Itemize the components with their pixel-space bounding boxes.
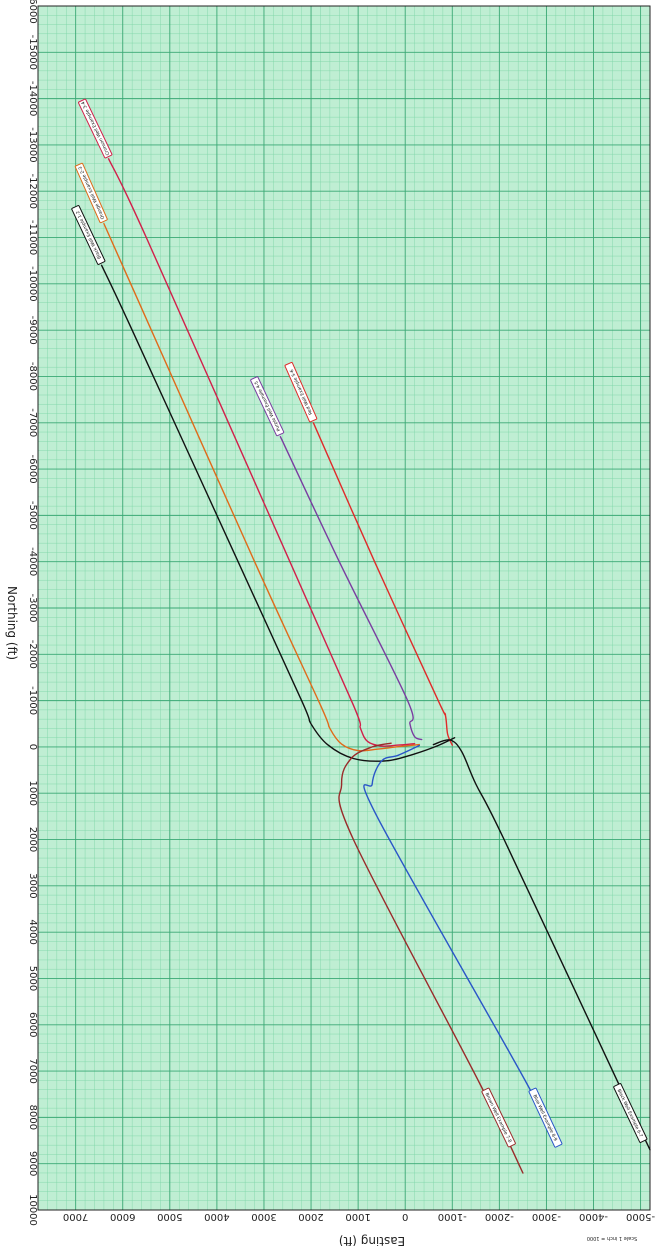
plot-frame xyxy=(37,5,651,1211)
y-tick-label: -9000 xyxy=(27,316,38,345)
y-tick-label: -14000 xyxy=(27,81,38,116)
well-path-black-south xyxy=(432,739,651,1151)
scale-note: Scale 1 inch = 1000 xyxy=(587,1235,637,1241)
well-tag-box xyxy=(74,162,108,224)
y-tick-label: -1000 xyxy=(27,686,38,715)
y-tick-label: 9000 xyxy=(27,1151,38,1176)
y-tick-label: 5000 xyxy=(27,966,38,991)
well-path-brown-south xyxy=(338,742,524,1174)
x-axis-label: Easting (ft) xyxy=(339,1234,405,1246)
y-tick-label: -6000 xyxy=(27,455,38,484)
well-tag-box xyxy=(284,361,318,423)
y-axis-label: Northing (ft) xyxy=(5,586,19,660)
y-tick-label: -5000 xyxy=(27,501,38,530)
y-tick-label: -16000 xyxy=(27,0,38,24)
well-path-purple-north xyxy=(279,436,423,741)
y-tick-label: 6000 xyxy=(27,1012,38,1037)
y-tick-label: 10000 xyxy=(27,1194,38,1226)
y-tick-label: 1000 xyxy=(27,781,38,806)
y-tick-label: -4000 xyxy=(27,547,38,576)
y-tick-labels: -16000 -15000 -14000 -13000 -12000 -11000 -100… xyxy=(27,0,38,1226)
well-tag-box xyxy=(78,98,113,159)
y-tick-label: -3000 xyxy=(27,593,38,622)
x-tick-label: -3000 xyxy=(532,1211,561,1222)
y-tick-label: 4000 xyxy=(27,919,38,944)
well-path-crimson-north xyxy=(107,158,416,747)
grid-major xyxy=(38,5,650,1211)
x-tick-label: 1000 xyxy=(345,1211,370,1222)
x-tick-label: 2000 xyxy=(298,1211,323,1222)
y-tick-label: 8000 xyxy=(27,1105,38,1130)
x-tick-label: -2000 xyxy=(485,1211,514,1222)
y-tick-label: 3000 xyxy=(27,873,38,898)
y-tick-label: 7000 xyxy=(27,1058,38,1083)
x-tick-label: -1000 xyxy=(438,1211,467,1222)
x-tick-label: 5000 xyxy=(157,1211,182,1222)
well-tag-box xyxy=(71,205,106,265)
series-layer xyxy=(100,158,651,1174)
y-tick-label: -15000 xyxy=(27,35,38,70)
x-tick-label: 6000 xyxy=(110,1211,135,1222)
y-tick-label: -12000 xyxy=(27,174,38,209)
well-tag-box xyxy=(528,1087,563,1148)
x-tick-label: -5000 xyxy=(626,1211,655,1222)
y-tick-label: -10000 xyxy=(27,266,38,301)
well-path-red-north xyxy=(312,422,453,746)
well-path-black-north xyxy=(100,264,456,762)
x-tick-label: -4000 xyxy=(579,1211,608,1222)
well-tag-box xyxy=(481,1087,516,1148)
well-tag-box xyxy=(613,1083,648,1143)
y-tick-label: -8000 xyxy=(27,362,38,391)
well-tag-box xyxy=(250,376,285,437)
well-path-blue-south xyxy=(363,744,557,1146)
x-tick-label: 3000 xyxy=(251,1211,276,1222)
x-tick-label: 4000 xyxy=(204,1211,229,1222)
y-tick-label: 2000 xyxy=(27,827,38,852)
y-tick-label: -2000 xyxy=(27,640,38,669)
x-tick-label: 0 xyxy=(402,1211,408,1222)
x-tick-label: 7000 xyxy=(63,1211,88,1222)
well-path-orange-north xyxy=(103,222,420,752)
y-tick-label: 0 xyxy=(27,744,38,750)
y-tick-label: -11000 xyxy=(27,220,38,255)
y-tick-label: -13000 xyxy=(27,127,38,162)
y-tick-label: -7000 xyxy=(27,408,38,437)
x-tick-labels: -5000 -4000 -3000 -2000 -1000 0 1000 2000 3000 40… xyxy=(63,1211,655,1222)
